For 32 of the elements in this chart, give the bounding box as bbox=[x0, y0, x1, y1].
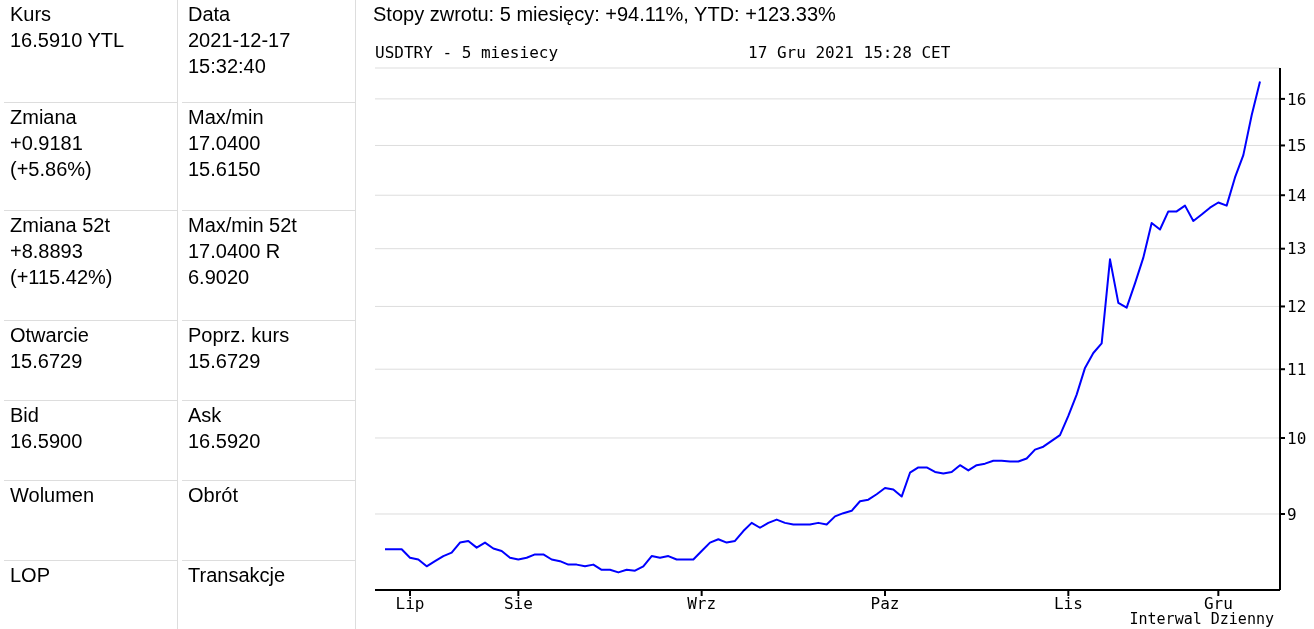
x-tick-label: Sie bbox=[503, 594, 533, 614]
y-tick-label: 13 bbox=[1287, 239, 1307, 259]
text: LOP bbox=[10, 563, 52, 588]
line-series bbox=[384, 80, 1261, 574]
text: Poprz. kurs 15.6729 bbox=[188, 323, 291, 374]
y-tick-label: 14 bbox=[1287, 185, 1307, 205]
y-tick-label: 9 bbox=[1287, 504, 1297, 524]
text: Max/min 52t 17.0400 R 6.9020 bbox=[188, 213, 298, 290]
text: Transakcje bbox=[188, 563, 287, 588]
text: Max/min 17.0400 15.6150 bbox=[188, 105, 265, 182]
text: Zmiana +0.9181 (+5.86%) bbox=[10, 105, 93, 182]
y-tick-label: 16 bbox=[1287, 89, 1307, 109]
y-tick-label: 10 bbox=[1287, 428, 1307, 448]
text: Wolumen bbox=[10, 483, 96, 508]
y-tick-label: 12 bbox=[1287, 297, 1307, 317]
text: Otwarcie 15.6729 bbox=[10, 323, 90, 374]
chart-subtitle: USDTRY - 5 miesiecy bbox=[375, 43, 559, 62]
text: Obrót bbox=[188, 483, 240, 508]
y-tick-label: 11 bbox=[1287, 359, 1307, 379]
text: Zmiana 52t +8.8893 (+115.42%) bbox=[10, 213, 114, 290]
y-tick-label: 15 bbox=[1287, 136, 1307, 156]
text: Ask 16.5920 bbox=[188, 403, 262, 454]
x-tick-label: Lis bbox=[1053, 594, 1083, 614]
x-tick-label: Wrz bbox=[687, 594, 717, 614]
text: 17 Gru 2021 15:28 CET bbox=[748, 43, 951, 62]
x-tick-label: Paz bbox=[870, 594, 900, 614]
text: Kurs 16.5910 YTL bbox=[10, 2, 126, 53]
text: Bid 16.5900 bbox=[10, 403, 84, 454]
x-tick-label: Lip bbox=[395, 594, 425, 614]
text: Data 2021-12-17 15:32:40 bbox=[188, 2, 292, 79]
text: Interwal Dzienny bbox=[1129, 610, 1274, 628]
chart-title: Stopy zwrotu: 5 miesięcy: +94.11%, YTD: +123.33% bbox=[373, 3, 836, 26]
